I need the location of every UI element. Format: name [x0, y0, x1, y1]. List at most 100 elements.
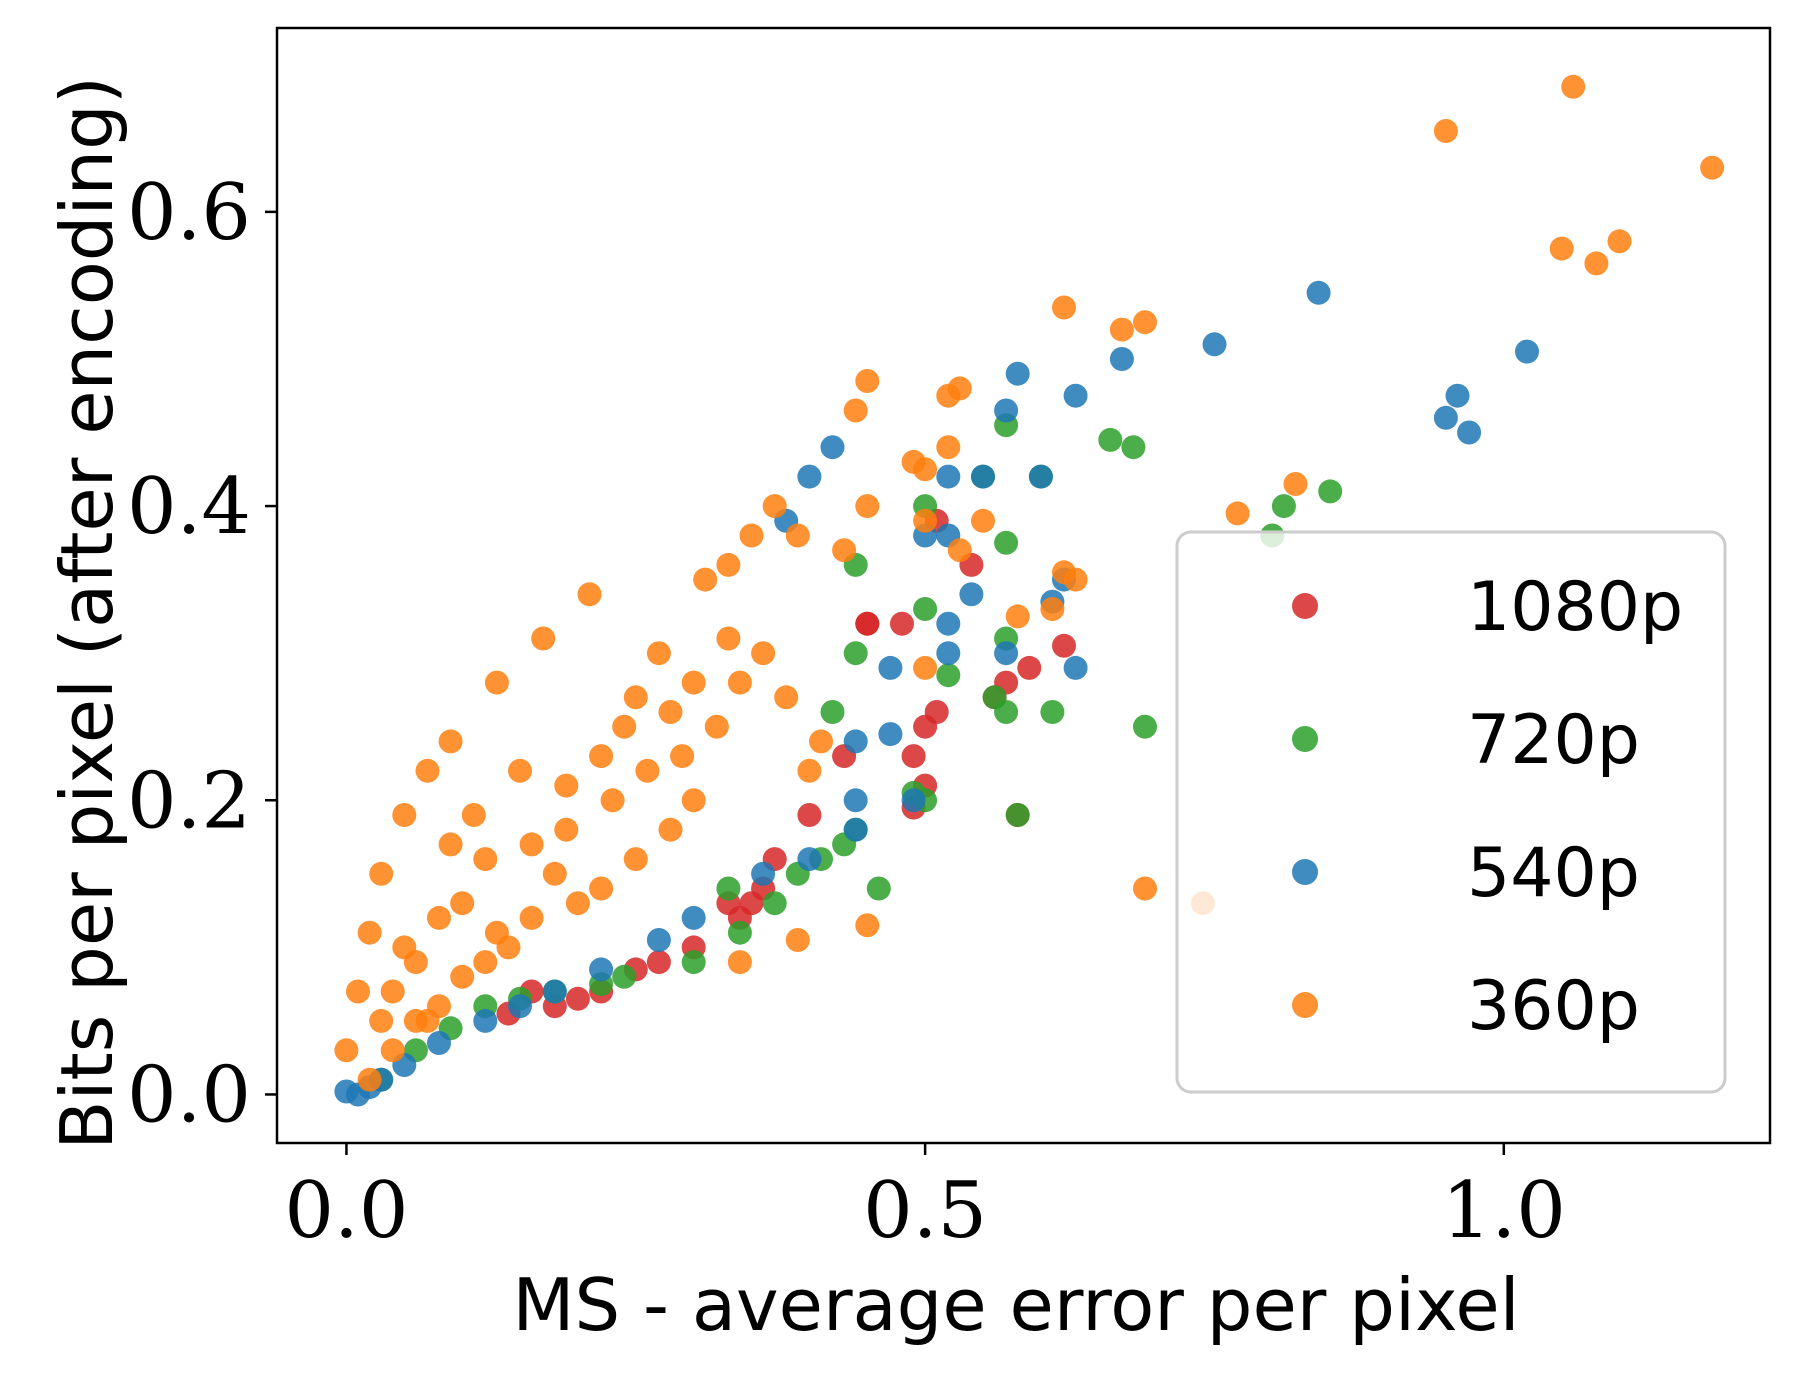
- point-360p: [600, 788, 625, 813]
- point-360p: [554, 773, 579, 798]
- point-360p: [1133, 876, 1157, 901]
- point-540p: [994, 398, 1019, 423]
- point-360p: [739, 523, 764, 548]
- point-720p: [762, 891, 787, 916]
- point-360p: [346, 979, 370, 1004]
- point-360p: [1052, 295, 1076, 320]
- point-720p: [936, 663, 961, 688]
- point-540p: [878, 655, 903, 680]
- point-360p: [727, 670, 752, 695]
- legend-item-540p: 540p: [1292, 834, 1640, 913]
- legend-item-720p: 720p: [1292, 701, 1640, 780]
- point-360p: [855, 369, 880, 393]
- point-720p: [681, 950, 706, 975]
- point-360p: [484, 920, 509, 945]
- point-360p: [727, 950, 752, 975]
- point-360p: [785, 523, 810, 548]
- point-540p: [878, 722, 903, 747]
- point-720p: [1005, 803, 1030, 827]
- point-540p: [797, 464, 822, 489]
- point-360p: [508, 758, 532, 783]
- point-360p: [519, 832, 544, 857]
- point-540p: [589, 957, 614, 982]
- point-540p: [473, 1008, 498, 1033]
- point-360p: [855, 494, 880, 519]
- point-360p: [1561, 74, 1586, 99]
- point-360p: [716, 552, 741, 577]
- point-540p: [994, 641, 1019, 666]
- point-360p: [369, 861, 394, 886]
- point-1080p: [855, 611, 880, 636]
- point-540p: [427, 1031, 451, 1055]
- point-540p: [1202, 332, 1227, 357]
- point-360p: [797, 758, 822, 783]
- point-540p: [959, 582, 984, 607]
- point-1080p: [890, 611, 914, 636]
- point-540p: [843, 788, 868, 813]
- point-720p: [1133, 714, 1157, 739]
- point-360p: [589, 744, 614, 769]
- point-1080p: [646, 950, 671, 975]
- point-720p: [866, 876, 891, 901]
- point-720p: [1121, 435, 1146, 460]
- point-360p: [913, 508, 938, 533]
- point-540p: [508, 994, 532, 1019]
- point-540p: [797, 847, 822, 872]
- legend-marker-1080p: [1292, 593, 1318, 619]
- point-720p: [716, 876, 741, 901]
- point-360p: [635, 758, 660, 783]
- point-360p: [589, 876, 614, 901]
- point-360p: [913, 457, 938, 482]
- point-720p: [1098, 427, 1123, 452]
- point-360p: [1283, 472, 1308, 496]
- point-360p: [947, 376, 972, 401]
- y-tick-label: 0.4: [127, 462, 251, 552]
- point-360p: [1700, 155, 1725, 180]
- point-360p: [832, 538, 857, 563]
- point-540p: [1028, 464, 1053, 489]
- point-360p: [450, 891, 475, 916]
- point-360p: [913, 655, 938, 680]
- point-720p: [727, 920, 752, 945]
- point-540p: [936, 464, 961, 489]
- point-540p: [751, 861, 776, 886]
- legend-label-1080p: 1080p: [1467, 568, 1683, 647]
- point-540p: [1063, 383, 1088, 408]
- x-tick-label: 0.5: [863, 1166, 987, 1256]
- point-540p: [542, 979, 567, 1004]
- point-540p: [971, 464, 995, 489]
- point-360p: [1109, 317, 1134, 342]
- point-360p: [1549, 236, 1574, 261]
- point-360p: [623, 847, 648, 872]
- y-tick-label: 0.6: [127, 168, 251, 258]
- point-360p: [473, 950, 498, 975]
- point-360p: [612, 714, 637, 739]
- point-720p: [913, 597, 938, 621]
- point-540p: [646, 928, 671, 952]
- point-360p: [554, 817, 579, 842]
- legend-label-540p: 540p: [1467, 834, 1640, 913]
- point-360p: [519, 905, 544, 930]
- point-720p: [843, 641, 868, 666]
- plot-frame: [275, 26, 1772, 1145]
- point-360p: [716, 626, 741, 651]
- legend-marker-720p: [1292, 726, 1318, 752]
- point-360p: [693, 567, 718, 592]
- point-540p: [936, 641, 961, 666]
- point-360p: [473, 847, 498, 872]
- legend-item-360p: 360p: [1292, 967, 1640, 1046]
- point-360p: [484, 670, 509, 695]
- point-720p: [820, 700, 845, 724]
- point-360p: [936, 435, 961, 460]
- point-1080p: [797, 803, 822, 827]
- point-540p: [1445, 383, 1470, 408]
- point-360p: [1133, 310, 1157, 335]
- point-540p: [843, 817, 868, 842]
- x-tick-label: 1.0: [1442, 1166, 1566, 1256]
- point-720p: [1271, 494, 1296, 519]
- legend-label-360p: 360p: [1467, 967, 1640, 1046]
- point-540p: [1457, 420, 1482, 445]
- point-720p: [994, 530, 1019, 555]
- point-540p: [1005, 361, 1030, 386]
- point-360p: [809, 729, 833, 754]
